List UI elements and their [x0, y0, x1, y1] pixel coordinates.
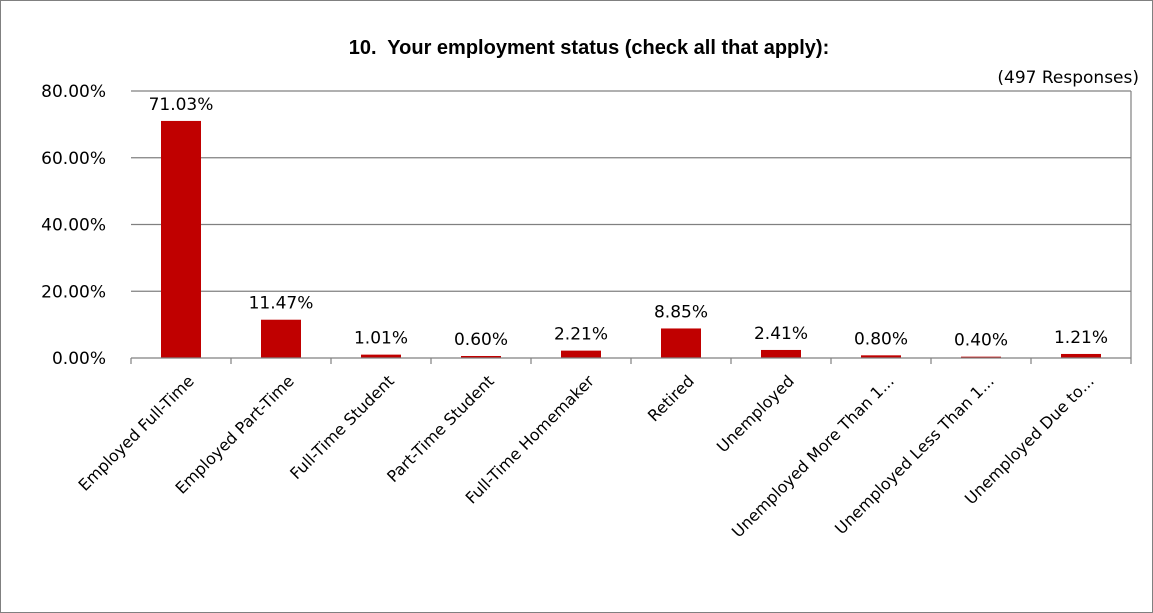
- x-tick-label: Retired: [644, 371, 698, 425]
- bar: [861, 355, 901, 358]
- data-label: 0.40%: [954, 331, 1008, 351]
- bar: [261, 319, 301, 358]
- bar: [661, 328, 701, 358]
- chart-title: 10. Your employment status (check all th…: [349, 37, 830, 59]
- bars: [161, 120, 1101, 358]
- y-tick-label: 20.00%: [41, 282, 106, 302]
- bar: [1061, 353, 1101, 358]
- data-label: 2.21%: [554, 325, 608, 345]
- x-axis: [130, 357, 1132, 364]
- x-tick-label: Unemployed: [713, 371, 798, 456]
- data-label: 11.47%: [249, 294, 314, 314]
- y-tick-label: 0.00%: [52, 349, 106, 369]
- x-tick-label: Unemployed Less Than 1...: [831, 371, 998, 538]
- data-label: 8.85%: [654, 302, 708, 322]
- data-label: 0.80%: [854, 329, 908, 349]
- data-labels: 71.03% 11.47% 1.01% 0.60% 2.21% 8.85% 2.41% 0.8…: [149, 95, 1108, 351]
- data-label: 0.60%: [454, 330, 508, 350]
- y-axis-tick-labels: 0.00% 20.00% 40.00% 60.00% 80.00%: [41, 82, 106, 369]
- data-label: 1.21%: [1054, 328, 1108, 348]
- bar: [961, 356, 1001, 358]
- x-tick-label: Part-Time Student: [383, 371, 498, 486]
- bar: [461, 355, 501, 358]
- y-tick-label: 40.00%: [41, 216, 106, 236]
- bar: [361, 354, 401, 358]
- x-tick-label: Unemployed More Than 1...: [728, 371, 898, 541]
- data-label: 1.01%: [354, 329, 408, 349]
- response-count: (497 Responses): [997, 68, 1139, 88]
- bar: [161, 120, 201, 358]
- data-label: 71.03%: [149, 95, 214, 115]
- x-tick-label: Full-Time Student: [286, 371, 398, 483]
- bar: [561, 350, 601, 358]
- gridlines: [131, 90, 1132, 358]
- data-label: 2.41%: [754, 324, 808, 344]
- y-tick-label: 80.00%: [41, 82, 106, 102]
- bar: [761, 349, 801, 358]
- y-tick-label: 60.00%: [41, 149, 106, 169]
